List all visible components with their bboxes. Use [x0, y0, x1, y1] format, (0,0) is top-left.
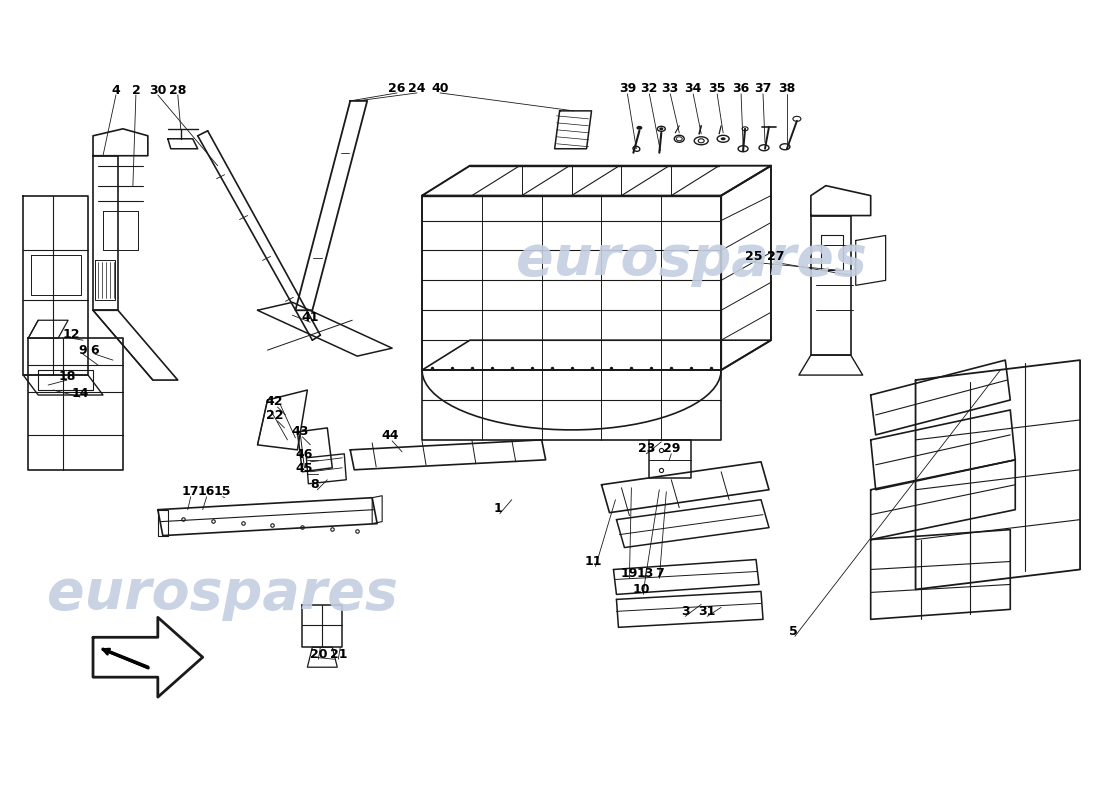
Text: 14: 14 — [72, 386, 89, 399]
Text: 29: 29 — [662, 442, 680, 455]
Text: 4: 4 — [111, 85, 120, 98]
Text: 11: 11 — [585, 555, 603, 568]
Text: 19: 19 — [620, 567, 638, 580]
Text: 46: 46 — [296, 448, 314, 462]
Text: 30: 30 — [150, 85, 166, 98]
Text: 22: 22 — [266, 410, 283, 422]
Text: 26: 26 — [388, 82, 406, 95]
Text: eurospares: eurospares — [47, 567, 398, 622]
Text: 40: 40 — [431, 82, 449, 95]
Text: eurospares: eurospares — [516, 234, 867, 287]
Text: 23: 23 — [638, 442, 654, 455]
Text: 34: 34 — [684, 82, 702, 95]
Text: 39: 39 — [619, 82, 636, 95]
Text: 44: 44 — [382, 430, 399, 442]
Text: 24: 24 — [408, 82, 426, 95]
Text: 20: 20 — [309, 648, 327, 661]
Ellipse shape — [659, 127, 663, 130]
Text: 41: 41 — [301, 310, 319, 324]
Text: 1: 1 — [494, 502, 503, 515]
Text: 5: 5 — [789, 625, 797, 638]
Text: 15: 15 — [213, 486, 231, 498]
Text: 18: 18 — [58, 370, 76, 382]
Text: 31: 31 — [698, 605, 716, 618]
Text: 38: 38 — [779, 82, 795, 95]
Text: 33: 33 — [662, 82, 679, 95]
Text: 27: 27 — [767, 250, 784, 263]
Text: 3: 3 — [681, 605, 690, 618]
Ellipse shape — [637, 126, 642, 130]
Text: 17: 17 — [182, 486, 199, 498]
Text: 42: 42 — [266, 395, 283, 409]
Ellipse shape — [720, 138, 726, 140]
Text: 10: 10 — [632, 583, 650, 596]
Text: 35: 35 — [708, 82, 726, 95]
Text: 6: 6 — [90, 344, 99, 357]
Text: 21: 21 — [330, 648, 346, 661]
Text: 43: 43 — [292, 426, 309, 438]
Text: 28: 28 — [169, 85, 187, 98]
Text: 2: 2 — [132, 85, 141, 98]
Text: 13: 13 — [637, 567, 654, 580]
Text: 12: 12 — [63, 328, 80, 341]
Text: 8: 8 — [310, 478, 319, 491]
Text: 45: 45 — [296, 462, 314, 475]
Text: 36: 36 — [733, 82, 750, 95]
Text: 25: 25 — [746, 250, 762, 263]
Text: 37: 37 — [755, 82, 772, 95]
Text: 32: 32 — [640, 82, 658, 95]
Text: 9: 9 — [79, 344, 87, 357]
Text: 16: 16 — [198, 486, 216, 498]
Text: 7: 7 — [654, 567, 663, 580]
